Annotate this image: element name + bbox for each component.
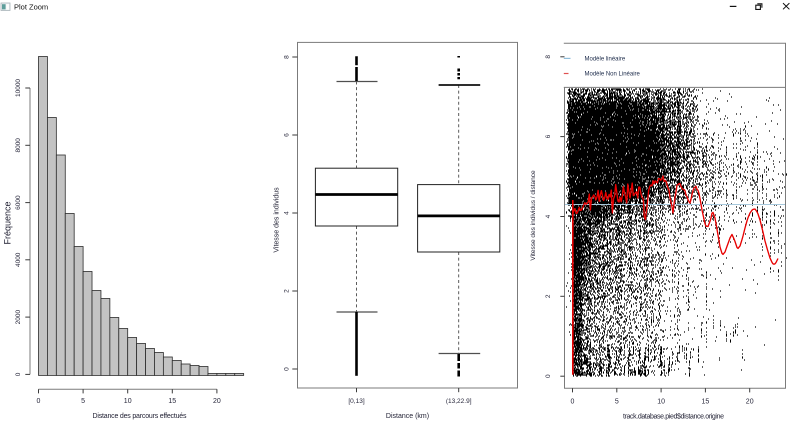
svg-text:Vitesse des individus / distan: Vitesse des individus / distance [530,170,537,261]
svg-text:5: 5 [81,398,85,405]
svg-text:[0,13]: [0,13] [348,398,364,405]
svg-text:0: 0 [545,374,552,378]
svg-text:4: 4 [284,211,291,215]
svg-text:Vitesse des individus: Vitesse des individus [274,187,281,253]
svg-text:track.database.pied$distance.o: track.database.pied$distance.origine [623,413,724,420]
svg-text:0: 0 [571,398,575,405]
svg-text:8: 8 [545,55,552,59]
svg-text:10000: 10000 [15,79,22,97]
svg-text:0: 0 [284,367,291,371]
svg-text:Plot Zoom: Plot Zoom [14,2,48,11]
svg-text:Modèle linéaire: Modèle linéaire [585,56,626,62]
svg-text:Fréquence: Fréquence [3,201,13,244]
svg-text:Modèle Non Linéaire: Modèle Non Linéaire [585,72,641,78]
svg-text:10: 10 [657,398,665,405]
svg-text:8000: 8000 [15,138,22,153]
svg-text:15: 15 [702,398,710,405]
svg-text:2: 2 [284,289,291,293]
svg-text:Distance (km): Distance (km) [386,413,429,420]
svg-text:0: 0 [37,398,41,405]
svg-text:6: 6 [284,133,291,137]
svg-text:2000: 2000 [15,309,22,324]
svg-text:20: 20 [213,398,221,405]
svg-text:Distance des parcours effectué: Distance des parcours effectués [93,413,188,420]
svg-text:6000: 6000 [15,195,22,210]
svg-text:2: 2 [545,294,552,298]
svg-text:15: 15 [168,398,176,405]
svg-text:4000: 4000 [15,252,22,267]
svg-text:4: 4 [545,214,552,218]
svg-text:8: 8 [284,55,291,59]
svg-text:20: 20 [746,398,754,405]
svg-text:5: 5 [615,398,619,405]
svg-text:0: 0 [15,372,22,376]
svg-text:10: 10 [124,398,132,405]
svg-text:6: 6 [545,134,552,138]
svg-text:(13,22.9]: (13,22.9] [446,398,472,405]
